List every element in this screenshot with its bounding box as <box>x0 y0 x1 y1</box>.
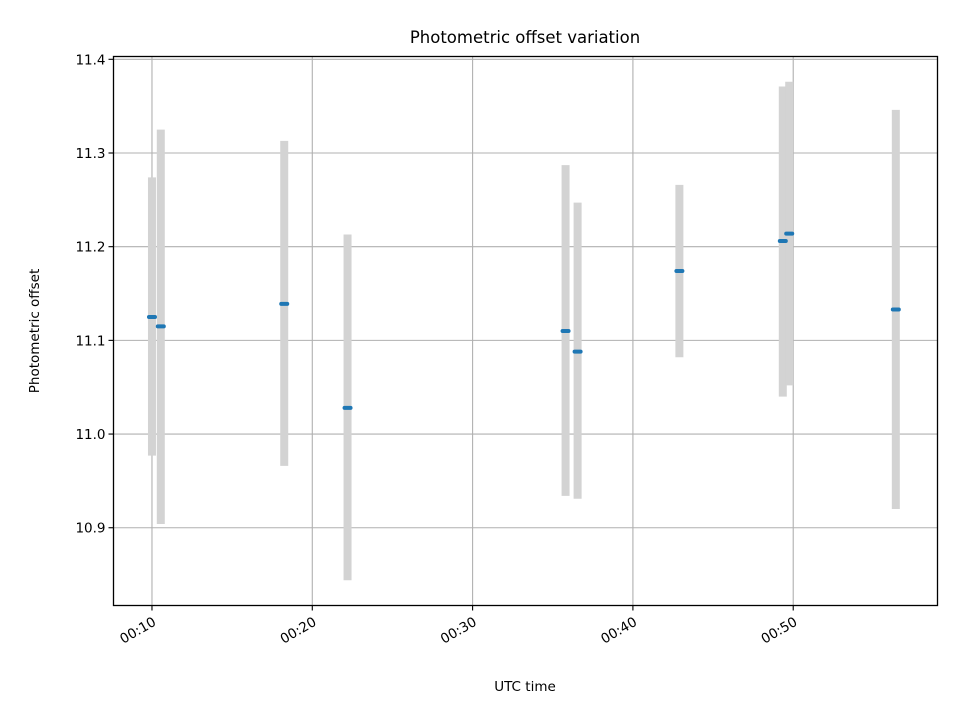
y-tick-label: 11.4 <box>75 52 105 68</box>
chart-title: Photometric offset variation <box>410 28 640 47</box>
y-axis: 10.9 11.0 11.1 11.2 11.3 11.4 <box>75 52 114 537</box>
y-axis-label: Photometric offset <box>27 269 43 393</box>
y-tick-label: 11.3 <box>75 146 105 162</box>
y-tick-label: 11.1 <box>75 333 105 349</box>
y-tick-label: 11.0 <box>75 427 105 443</box>
data-point <box>146 314 157 319</box>
data-point <box>279 301 290 306</box>
marker-layer <box>146 231 901 410</box>
data-point <box>784 231 795 236</box>
grid-layer <box>113 56 938 606</box>
data-point <box>155 324 166 329</box>
x-axis-label: UTC time <box>494 679 556 695</box>
plot-frame <box>112 55 939 607</box>
y-tick-label: 11.2 <box>75 240 105 256</box>
data-point <box>674 269 685 274</box>
y-tick-label: 10.9 <box>75 521 105 537</box>
data-point <box>890 307 901 312</box>
data-point <box>560 329 571 333</box>
data-point <box>342 405 353 410</box>
data-point <box>572 349 583 354</box>
data-point <box>777 239 788 244</box>
